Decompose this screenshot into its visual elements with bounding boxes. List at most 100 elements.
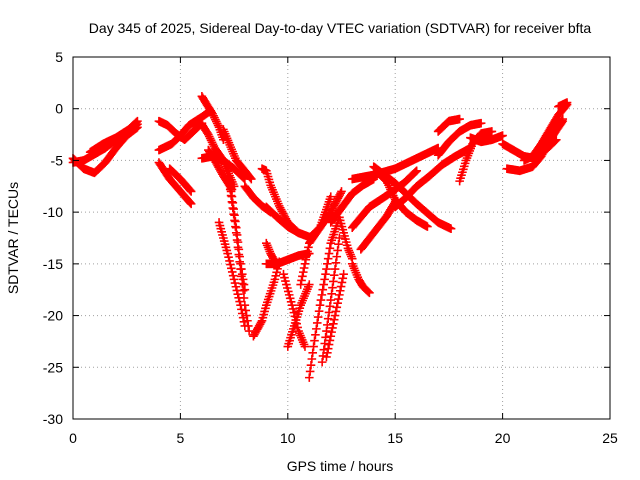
- data-point: [233, 237, 243, 247]
- data-point: [331, 307, 341, 316]
- data-point: [237, 264, 246, 274]
- data-point: [315, 300, 325, 310]
- data-series: [304, 187, 346, 243]
- x-tick-label: 25: [602, 430, 618, 446]
- data-point: [298, 271, 307, 281]
- y-tick-label: -30: [43, 411, 63, 427]
- data-point: [446, 224, 456, 233]
- data-point: [327, 289, 336, 299]
- x-tick-label: 0: [69, 430, 77, 446]
- data-point: [302, 251, 312, 260]
- data-point: [321, 269, 330, 279]
- data-point: [298, 267, 308, 277]
- data-series: [373, 168, 432, 231]
- y-tick-label: -25: [43, 359, 63, 375]
- data-point: [283, 287, 293, 296]
- y-tick-label: 5: [55, 49, 63, 65]
- data-point: [224, 171, 233, 181]
- data-point: [304, 373, 314, 382]
- data-point: [225, 176, 234, 186]
- data-point: [332, 252, 342, 261]
- data-point: [320, 275, 329, 284]
- data-point: [291, 315, 301, 325]
- data-point: [238, 275, 248, 284]
- data-point: [231, 282, 241, 292]
- data-point: [284, 290, 294, 300]
- data-series: [554, 98, 572, 111]
- data-point: [223, 166, 232, 176]
- data-point: [246, 173, 255, 183]
- data-point: [326, 295, 336, 305]
- data-series: [257, 164, 303, 238]
- data-series: [165, 164, 196, 196]
- data-point: [337, 187, 346, 196]
- data-point: [326, 331, 336, 341]
- data-series: [219, 125, 256, 184]
- data-point: [232, 286, 242, 295]
- x-tick-label: 20: [495, 430, 511, 446]
- data-point: [323, 314, 333, 323]
- data-point: [272, 268, 281, 277]
- y-tick-label: -15: [43, 256, 63, 272]
- data-series: [322, 269, 348, 362]
- data-point: [290, 312, 300, 321]
- data-point: [246, 174, 256, 184]
- data-series: [197, 92, 228, 145]
- data-point: [327, 327, 336, 337]
- data-point: [228, 198, 238, 208]
- y-tick-label: -20: [43, 308, 63, 324]
- data-point: [312, 324, 321, 334]
- data-point: [323, 254, 333, 263]
- data-point: [323, 344, 333, 353]
- data-point: [331, 258, 341, 268]
- data-point: [239, 280, 249, 289]
- data-point: [229, 275, 239, 284]
- data-point: [293, 323, 302, 332]
- data-point: [236, 259, 245, 269]
- data-series: [85, 116, 142, 157]
- data-point: [133, 116, 142, 126]
- data-point: [326, 192, 336, 201]
- data-series: [455, 127, 497, 186]
- data-series: [347, 259, 374, 298]
- data-point: [562, 98, 572, 107]
- data-point: [313, 312, 323, 322]
- data-point: [230, 278, 240, 288]
- data-point: [240, 285, 250, 295]
- data-point: [329, 319, 338, 329]
- data-point: [324, 340, 334, 349]
- data-point: [285, 294, 295, 303]
- data-point: [227, 263, 236, 273]
- data-point: [335, 286, 345, 296]
- data-point: [325, 336, 335, 345]
- data-point: [186, 199, 196, 209]
- data-point: [237, 269, 247, 279]
- data-point: [310, 336, 319, 345]
- data-point: [329, 315, 339, 325]
- data-point: [282, 280, 291, 289]
- data-point: [338, 274, 348, 283]
- data-point: [186, 187, 196, 196]
- data-series: [317, 233, 344, 367]
- data-point: [304, 280, 314, 289]
- data-point: [476, 118, 486, 128]
- axis-ticks: 0 5 10 15 20 25 5 0 -5 -10 -15 -20 -25 -30: [43, 49, 618, 446]
- data-point: [227, 267, 237, 277]
- data-point: [311, 330, 320, 340]
- data-point: [224, 252, 233, 262]
- data-point: [244, 326, 254, 336]
- data-point: [304, 243, 313, 252]
- data-point: [288, 304, 298, 314]
- data-point: [185, 186, 195, 195]
- data-point: [332, 302, 342, 312]
- data-point: [364, 287, 373, 297]
- data-point: [287, 300, 297, 310]
- data-point: [300, 342, 310, 351]
- data-point: [365, 288, 374, 298]
- data-point: [328, 283, 337, 292]
- data-point: [231, 217, 240, 226]
- data-point: [329, 277, 338, 286]
- data-point: [299, 263, 309, 273]
- data-series: [532, 114, 568, 157]
